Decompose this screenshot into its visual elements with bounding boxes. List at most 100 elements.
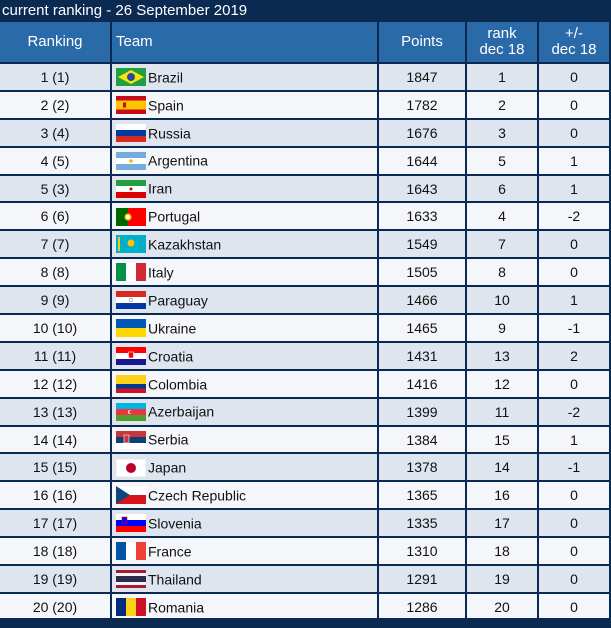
points-cell: 1505: [379, 259, 467, 288]
column-header-team[interactable]: Team: [112, 22, 379, 64]
rank-dec18-cell: 9: [467, 315, 539, 343]
ranking-cell: 19 (19): [0, 566, 112, 594]
column-header-ranking[interactable]: Ranking: [0, 22, 112, 64]
diff-dec18-cell: 2: [539, 342, 611, 371]
ranking-cell: 18 (18): [0, 538, 112, 567]
ranking-cell: 15 (15): [0, 454, 112, 483]
rank-dec18-cell: 6: [467, 175, 539, 204]
rank-dec18-cell: 4: [467, 203, 539, 232]
team-name: Azerbaijan: [148, 403, 215, 420]
team-cell: Slovenia: [112, 510, 379, 539]
table-row[interactable]: 17 (17) Slovenia 1335 17 0: [0, 510, 611, 539]
ranking-cell: 14 (14): [0, 426, 112, 455]
team-name: Serbia: [148, 431, 189, 448]
rank-dec18-cell: 17: [467, 510, 539, 539]
rank-header-line1: rank: [487, 25, 517, 42]
flag-italy-icon: [116, 263, 146, 282]
diff-dec18-cell: -2: [539, 398, 611, 427]
ranking-cell: 4 (5): [0, 147, 112, 176]
team-cell: Iran: [112, 175, 379, 204]
table-row[interactable]: 15 (15) Japan 1378 14 -1: [0, 454, 611, 483]
table-row[interactable]: 1 (1) Brazil 1847 1 0: [0, 64, 611, 92]
table-row[interactable]: 18 (18) France 1310 18 0: [0, 538, 611, 567]
table-row[interactable]: 10 (10) Ukraine 1465 9 -1: [0, 315, 611, 343]
team-cell: Azerbaijan: [112, 398, 379, 427]
table-row[interactable]: 11 (11) Croatia 1431 13 2: [0, 342, 611, 371]
table-row[interactable]: 2 (2) Spain 1782 2 0: [0, 91, 611, 120]
flag-spain-icon: [116, 95, 146, 114]
points-cell: 1644: [379, 147, 467, 176]
ranking-cell: 5 (3): [0, 175, 112, 204]
rank-dec18-cell: 5: [467, 147, 539, 176]
ranking-cell: 6 (6): [0, 203, 112, 232]
diff-dec18-cell: 1: [539, 175, 611, 204]
team-cell: Japan: [112, 454, 379, 483]
points-cell: 1291: [379, 566, 467, 594]
diff-dec18-cell: 0: [539, 482, 611, 511]
ranking-cell: 10 (10): [0, 315, 112, 343]
team-name: Ukraine: [148, 320, 197, 337]
column-header-points[interactable]: Points: [379, 22, 467, 64]
flag-paraguay-icon: [116, 291, 146, 310]
table-row[interactable]: 8 (8) Italy 1505 8 0: [0, 259, 611, 288]
column-header-rank-dec18[interactable]: rank dec 18: [467, 22, 539, 64]
rank-dec18-cell: 16: [467, 482, 539, 511]
diff-dec18-cell: 0: [539, 231, 611, 260]
rank-dec18-cell: 15: [467, 426, 539, 455]
ranking-cell: 9 (9): [0, 287, 112, 316]
team-name: Italy: [148, 264, 174, 281]
team-name: France: [148, 543, 192, 560]
rank-header-line2: dec 18: [479, 41, 525, 58]
rank-dec18-cell: 1: [467, 64, 539, 92]
table-row[interactable]: 6 (6) Portugal 1633 4 -2: [0, 203, 611, 232]
flag-russia-icon: [116, 123, 146, 142]
table-row[interactable]: 3 (4) Russia 1676 3 0: [0, 119, 611, 148]
team-name: Argentina: [148, 152, 208, 169]
diff-dec18-cell: 1: [539, 287, 611, 316]
column-header-diff-dec18[interactable]: +/- dec 18: [539, 22, 611, 64]
points-cell: 1465: [379, 315, 467, 343]
points-cell: 1310: [379, 538, 467, 567]
table-row[interactable]: 12 (12) Colombia 1416 12 0: [0, 370, 611, 399]
table-row[interactable]: 19 (19) Thailand 1291 19 0: [0, 566, 611, 594]
ranking-cell: 16 (16): [0, 482, 112, 511]
rank-dec18-cell: 10: [467, 287, 539, 316]
points-cell: 1384: [379, 426, 467, 455]
flag-brazil-icon: [116, 68, 146, 87]
ranking-cell: 1 (1): [0, 64, 112, 92]
diff-dec18-cell: 1: [539, 426, 611, 455]
rank-dec18-cell: 2: [467, 91, 539, 120]
ranking-cell: 7 (7): [0, 231, 112, 260]
flag-thailand-icon: [116, 570, 146, 589]
rank-dec18-cell: 7: [467, 231, 539, 260]
diff-dec18-cell: -2: [539, 203, 611, 232]
team-cell: Argentina: [112, 147, 379, 176]
table-row[interactable]: 14 (14) Serbia 1384 15 1: [0, 426, 611, 455]
table-row[interactable]: 5 (3) Iran 1643 6 1: [0, 175, 611, 204]
table-row[interactable]: 9 (9) Paraguay 1466 10 1: [0, 287, 611, 316]
points-cell: 1847: [379, 64, 467, 92]
rank-dec18-cell: 14: [467, 454, 539, 483]
team-cell: Croatia: [112, 342, 379, 371]
team-name: Croatia: [148, 348, 194, 364]
diff-dec18-cell: 0: [539, 510, 611, 539]
table-header-row: Ranking Team Points rank dec 18 +/- dec 18: [0, 22, 611, 64]
flag-croatia-icon: [116, 347, 146, 365]
table-row[interactable]: 16 (16) Czech Republic 1365 16 0: [0, 482, 611, 511]
table-row[interactable]: 7 (7) Kazakhstan 1549 7 0: [0, 231, 611, 260]
team-name: Portugal: [148, 208, 201, 225]
team-name: Czech Republic: [148, 487, 247, 504]
table-row[interactable]: 13 (13) Azerbaijan 1399 11 -2: [0, 398, 611, 427]
table-row[interactable]: 4 (5) Argentina 1644 5 1: [0, 147, 611, 176]
points-cell: 1431: [379, 342, 467, 371]
team-name: Paraguay: [148, 292, 208, 309]
flag-serbia-icon: [116, 430, 146, 449]
rank-dec18-cell: 19: [467, 566, 539, 594]
points-cell: 1378: [379, 454, 467, 483]
team-name: Iran: [148, 180, 173, 197]
rank-dec18-cell: 13: [467, 342, 539, 371]
flag-japan-icon: [116, 458, 146, 477]
ranking-cell: 17 (17): [0, 510, 112, 539]
flag-iran-icon: [116, 179, 146, 198]
rank-dec18-cell: 18: [467, 538, 539, 567]
